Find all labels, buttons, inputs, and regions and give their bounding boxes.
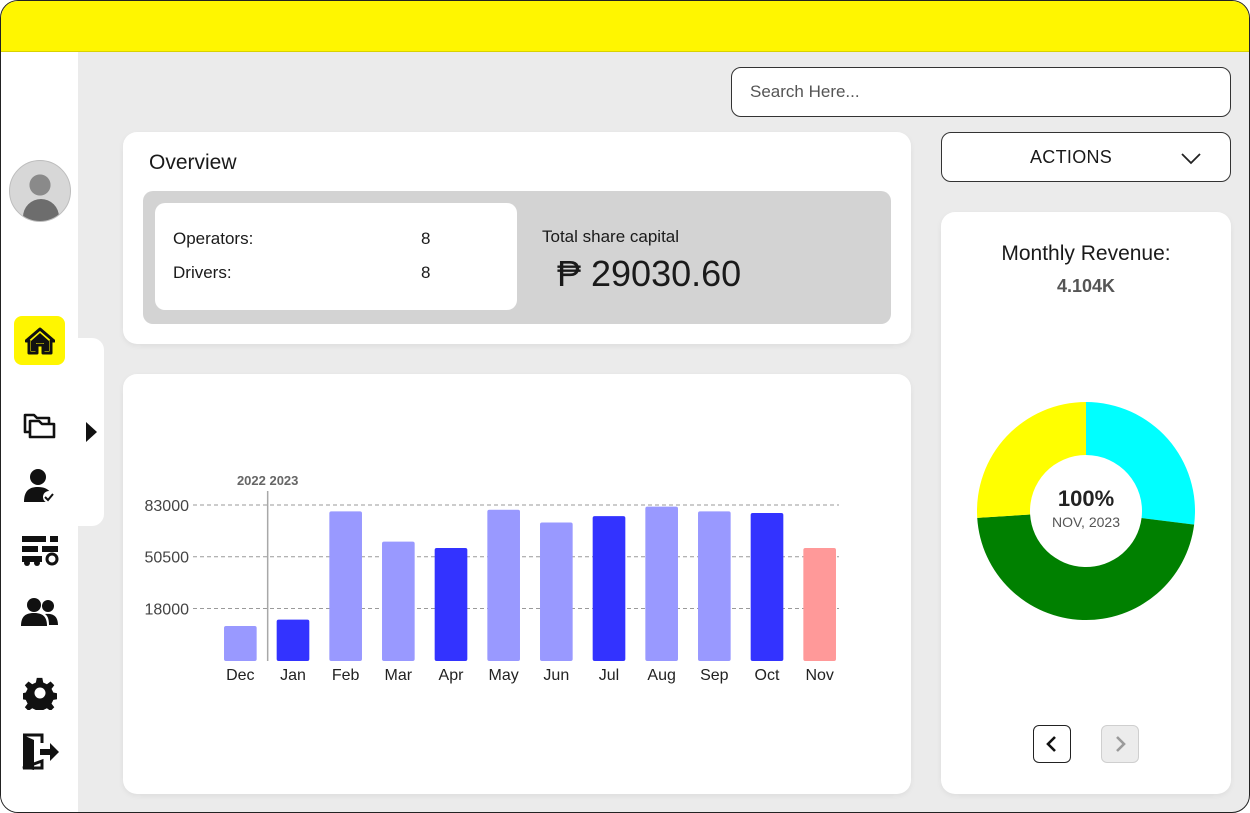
x-tick-label: Jul [599, 667, 619, 684]
x-tick-label: Jan [280, 667, 306, 684]
drivers-value: 8 [421, 263, 431, 282]
drivers-row: Drivers: 8 [173, 263, 493, 283]
x-tick-label: Sep [700, 667, 729, 684]
y-tick-label: 18000 [145, 601, 190, 618]
monthly-revenue-card: Monthly Revenue: 4.104K 100% NOV, 2023 [941, 212, 1231, 794]
sidebar-item-vehicles[interactable] [14, 524, 65, 573]
next-month-button[interactable] [1101, 725, 1139, 763]
x-tick-label: Oct [755, 667, 780, 684]
user-check-icon [23, 468, 55, 503]
bar-chart: 18000 50500 83000 Dec Jan Feb Mar Apr May Jun Jul A… [145, 473, 839, 684]
donut-slice[interactable] [977, 514, 1195, 620]
bar-dec[interactable] [224, 625, 257, 661]
monthly-revenue-value: 4.104K [1056, 276, 1116, 296]
overview-title: Overview [149, 151, 237, 174]
revenue-bar-chart-card: 18000 50500 83000 Dec Jan Feb Mar Apr May Jun Jul A… [123, 374, 911, 794]
bar-jan[interactable] [276, 619, 310, 661]
sidebar [1, 52, 78, 812]
operators-value: 8 [421, 229, 431, 248]
sidebar-item-folders[interactable] [14, 400, 65, 449]
chevron-right-icon [1116, 736, 1126, 752]
bar-feb[interactable] [329, 511, 362, 661]
bar-jun[interactable] [540, 522, 573, 661]
sidebar-item-driver-verification[interactable] [14, 461, 65, 510]
bar-jul[interactable] [592, 516, 626, 661]
bar-may[interactable] [487, 509, 520, 661]
x-tick-label: Dec [226, 667, 254, 684]
expand-arrow-icon [86, 422, 97, 442]
vehicle-settings-icon [21, 535, 58, 566]
donut-slice[interactable] [977, 402, 1086, 518]
bar-oct[interactable] [750, 512, 784, 661]
x-tick-label: Feb [332, 667, 360, 684]
operators-row: Operators: 8 [173, 229, 493, 249]
x-tick-label: May [489, 667, 519, 684]
actions-dropdown[interactable]: ACTIONS [941, 132, 1231, 182]
bar-apr[interactable] [434, 547, 468, 661]
previous-month-button[interactable] [1033, 725, 1071, 763]
overview-card: Overview Operators: 8 Drivers: 8 Total s… [123, 132, 911, 344]
search-input[interactable] [731, 67, 1231, 117]
chevron-left-icon [1046, 736, 1056, 752]
revenue-donut-chart [977, 402, 1195, 620]
logout-icon [21, 733, 59, 770]
sidebar-expand-tab[interactable] [78, 338, 104, 526]
x-tick-label: Aug [647, 667, 675, 684]
overview-stats: Operators: 8 Drivers: 8 [155, 203, 517, 310]
y-tick-label: 83000 [145, 498, 190, 515]
bar-mar[interactable] [382, 541, 415, 661]
x-tick-label: Apr [439, 667, 465, 684]
donut-percent: 100% [1057, 486, 1115, 511]
bar-nov[interactable] [803, 547, 836, 661]
share-capital-value: ₱ 29030.60 [557, 253, 742, 294]
operators-label: Operators: [173, 229, 254, 248]
year-divider-label: 2022 2023 [237, 473, 298, 488]
chevron-down-icon [1181, 153, 1201, 165]
sidebar-item-users[interactable] [14, 587, 65, 636]
sidebar-item-logout[interactable] [14, 727, 65, 776]
gear-icon [22, 677, 57, 710]
bar-sep[interactable] [698, 511, 731, 661]
share-capital-label: Total share capital [542, 227, 680, 246]
home-icon [24, 327, 55, 354]
donut-center: 100% NOV, 2023 [1032, 486, 1140, 530]
donut-slice[interactable] [1086, 402, 1195, 525]
folders-icon [23, 413, 55, 438]
actions-label: ACTIONS [1030, 147, 1113, 167]
x-tick-label: Mar [385, 667, 413, 684]
overview-panel: Operators: 8 Drivers: 8 Total share capi… [143, 191, 891, 324]
x-tick-label: Nov [805, 667, 833, 684]
drivers-label: Drivers: [173, 263, 232, 282]
users-icon [20, 597, 58, 626]
monthly-revenue-title: Monthly Revenue: [1001, 242, 1171, 265]
donut-period: NOV, 2023 [1052, 514, 1120, 530]
y-tick-label: 50500 [145, 550, 190, 567]
bar-aug[interactable] [645, 506, 678, 661]
sidebar-item-home[interactable] [14, 316, 65, 365]
x-tick-label: Jun [543, 667, 569, 684]
avatar[interactable] [9, 160, 71, 222]
top-bar [1, 1, 1249, 52]
sidebar-item-settings[interactable] [14, 668, 65, 717]
